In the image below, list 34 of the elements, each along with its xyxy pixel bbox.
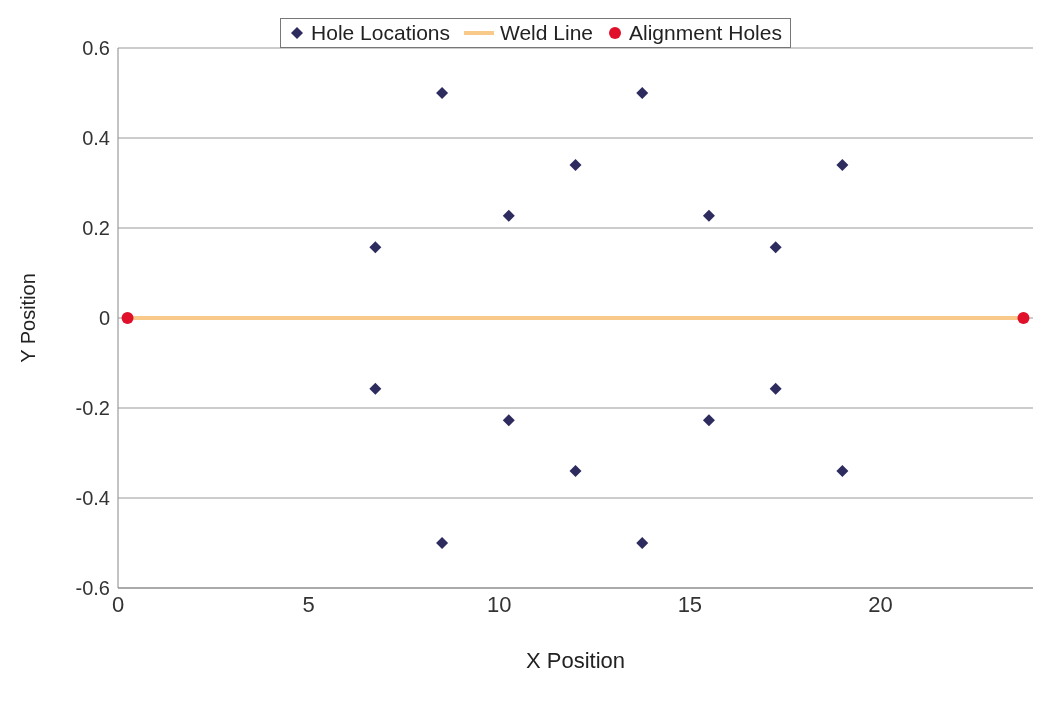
x-axis-title: X Position <box>525 648 626 673</box>
point <box>769 241 782 254</box>
x-tick-label: 10 <box>487 591 512 617</box>
y-tick-label: -0.4 <box>75 487 110 510</box>
legend-label: Alignment Holes <box>629 21 782 45</box>
point <box>436 87 449 99</box>
point <box>502 209 515 222</box>
point <box>569 159 582 171</box>
point <box>702 209 715 222</box>
y-axis-title: Y Position <box>17 273 40 363</box>
x-tick-label: 20 <box>868 591 893 617</box>
x-tick-label: 5 <box>302 591 315 617</box>
point <box>569 465 582 477</box>
y-tick-label: 0.4 <box>82 127 110 150</box>
point <box>369 241 382 254</box>
point <box>836 159 849 171</box>
legend-label: Weld Line <box>500 21 594 45</box>
y-tick-label: -0.2 <box>75 397 110 420</box>
y-tick-label: -0.6 <box>75 577 110 600</box>
point <box>836 465 849 477</box>
y-tick-label: 0.6 <box>82 37 110 60</box>
point <box>636 87 649 99</box>
point <box>502 414 515 427</box>
point <box>702 414 715 427</box>
point <box>636 537 649 549</box>
point <box>121 312 134 324</box>
point <box>769 382 782 395</box>
point <box>436 537 449 549</box>
x-tick-label: 15 <box>677 591 703 617</box>
point <box>369 382 382 395</box>
legend-label: Hole Locations <box>311 21 450 45</box>
y-tick-label: 0.2 <box>82 217 110 240</box>
point <box>1017 312 1030 324</box>
y-tick-label: 0 <box>98 307 110 330</box>
